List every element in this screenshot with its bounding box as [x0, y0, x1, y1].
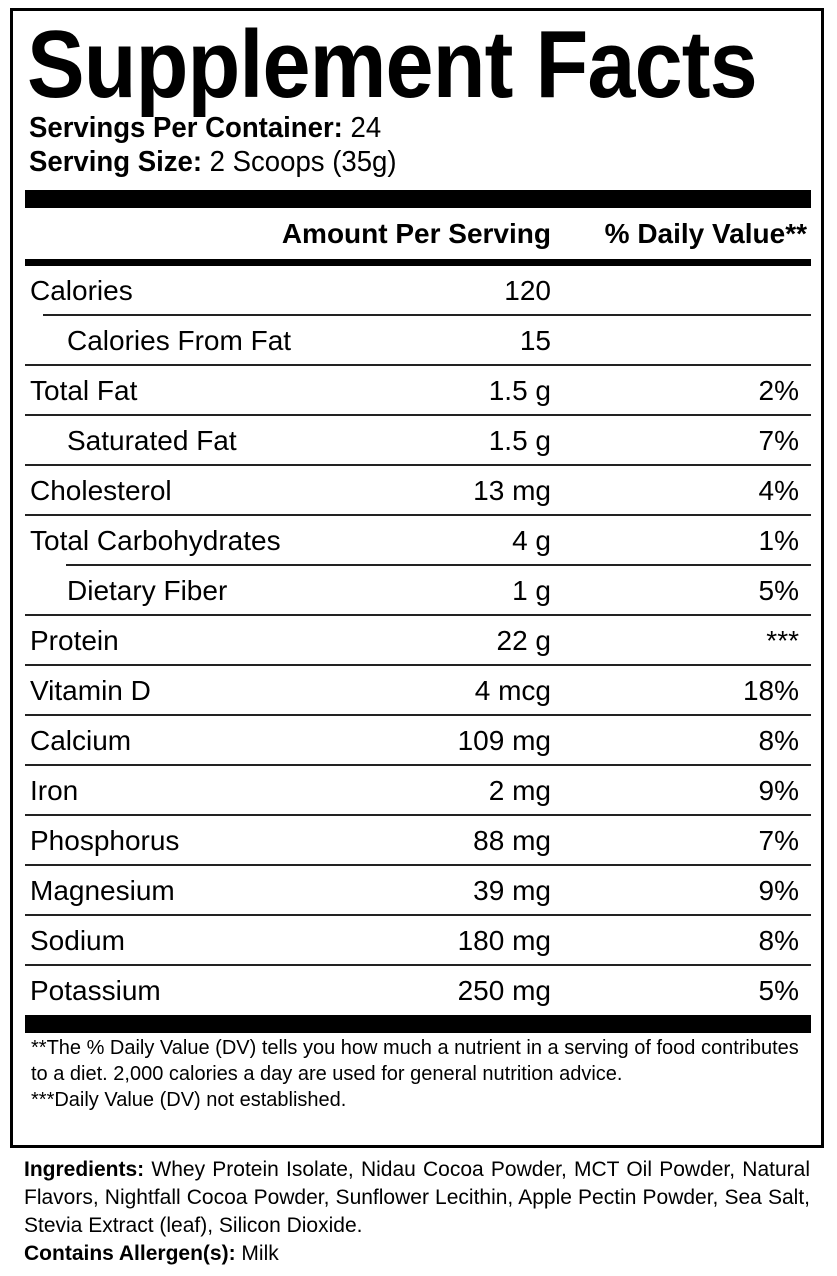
nutrient-daily-value: 7% [758, 825, 799, 856]
row-divider [25, 714, 811, 716]
nutrient-name: Phosphorus [30, 825, 180, 856]
nutrient-name: Total Carbohydrates [30, 525, 281, 556]
row-divider [25, 814, 811, 816]
row-divider [25, 614, 811, 616]
row-divider [25, 464, 811, 466]
nutrient-daily-value: 7% [758, 425, 799, 456]
nutrient-amount: 39 mg [473, 875, 551, 906]
footnotes: **The % Daily Value (DV) tells you how m… [31, 1035, 811, 1113]
thick-divider [25, 190, 811, 208]
nutrient-row: Calories 120 [25, 266, 811, 316]
row-divider [25, 964, 811, 966]
nutrient-name: Calories From Fat [67, 325, 292, 356]
nutrient-name: Vitamin D [30, 675, 151, 706]
servings-value: 24 [350, 112, 382, 144]
nutrient-row: Magnesium 39 mg 9% [25, 866, 811, 916]
nutrient-amount: 4 g [512, 525, 551, 556]
allergens-text: Milk [235, 1242, 279, 1265]
nutrient-name: Potassium [30, 975, 161, 1006]
nutrient-name: Magnesium [30, 875, 175, 906]
ingredients-text: Whey Protein Isolate, Nidau Cocoa Powder… [24, 1158, 810, 1237]
nutrient-name: Calories [30, 275, 133, 306]
serving-size: Serving Size: 2 Scoops (35g) [29, 145, 397, 179]
servings-label: Servings Per Container: [29, 112, 343, 144]
nutrient-amount: 13 mg [473, 475, 551, 506]
nutrient-daily-value: 2% [758, 375, 799, 406]
nutrient-daily-value: 1% [758, 525, 799, 556]
allergens-label: Contains Allergen(s): [24, 1242, 236, 1265]
nutrient-table: Calories 120 Calories From Fat 15 Total Fat 1… [25, 266, 811, 1016]
nutrient-daily-value: 9% [758, 875, 799, 906]
nutrient-amount: 2 mg [488, 775, 551, 806]
dv-header: % Daily Value** [604, 218, 807, 249]
nutrient-amount: 180 mg [457, 925, 551, 956]
medium-divider [25, 259, 811, 266]
row-divider [25, 864, 811, 866]
nutrient-daily-value: 9% [758, 775, 799, 806]
amount-header: Amount Per Serving [281, 218, 551, 249]
nutrient-name: Protein [30, 625, 119, 656]
nutrient-daily-value: 4% [758, 475, 799, 506]
row-divider [66, 564, 811, 566]
nutrient-amount: 109 mg [457, 725, 551, 756]
nutrient-daily-value: 5% [758, 575, 799, 606]
nutrient-amount: 250 mg [457, 975, 551, 1006]
nutrient-name: Iron [30, 775, 79, 806]
nutrient-row: Potassium 250 mg 5% [25, 966, 811, 1016]
serving-size-value: 2 Scoops (35g) [209, 146, 397, 178]
panel-title: Supplement Facts [27, 11, 758, 118]
nutrient-amount: 120 [504, 275, 551, 306]
nutrient-row: Calories From Fat 15 [25, 316, 811, 366]
row-divider [25, 514, 811, 516]
serving-size-label: Serving Size: [29, 146, 203, 178]
nutrient-amount: 88 mg [473, 825, 551, 856]
nutrient-name: Dietary Fiber [67, 575, 228, 606]
row-divider [25, 364, 811, 366]
nutrient-name: Saturated Fat [67, 425, 237, 456]
nutrient-daily-value: 8% [758, 725, 799, 756]
nutrient-amount: 1.5 g [488, 425, 551, 456]
supplement-facts-panel: Supplement Facts Servings Per Container:… [10, 8, 824, 1148]
nutrient-name: Total Fat [30, 375, 138, 406]
nutrient-row: Cholesterol 13 mg 4% [25, 466, 811, 516]
nutrient-name: Calcium [30, 725, 132, 756]
row-divider [25, 664, 811, 666]
nutrient-amount: 1.5 g [488, 375, 551, 406]
nutrient-row: Iron 2 mg 9% [25, 766, 811, 816]
nutrient-row: Vitamin D 4 mcg 18% [25, 666, 811, 716]
row-divider [25, 914, 811, 916]
nutrient-row: Sodium 180 mg 8% [25, 916, 811, 966]
table-header: Amount Per Serving % Daily Value** [25, 210, 811, 259]
nutrient-name: Cholesterol [30, 475, 172, 506]
row-divider [25, 414, 811, 416]
nutrient-amount: 1 g [512, 575, 551, 606]
nutrient-amount: 15 [519, 325, 551, 356]
thick-divider-bottom [25, 1015, 811, 1033]
nutrient-daily-value: *** [766, 625, 799, 656]
row-divider [43, 314, 811, 316]
nutrient-daily-value: 5% [758, 975, 799, 1006]
row-divider [25, 764, 811, 766]
nutrient-row: Dietary Fiber 1 g 5% [25, 566, 811, 616]
nutrient-daily-value: 8% [758, 925, 799, 956]
nutrient-daily-value: 18% [742, 675, 799, 706]
footnote-daily-value: **The % Daily Value (DV) tells you how m… [31, 1037, 799, 1085]
nutrient-row: Total Carbohydrates 4 g 1% [25, 516, 811, 566]
nutrient-row: Calcium 109 mg 8% [25, 716, 811, 766]
nutrient-row: Total Fat 1.5 g 2% [25, 366, 811, 416]
nutrient-row: Phosphorus 88 mg 7% [25, 816, 811, 866]
ingredients: Ingredients: Whey Protein Isolate, Nidau… [24, 1156, 810, 1268]
ingredients-label: Ingredients: [24, 1158, 145, 1181]
nutrient-amount: 22 g [496, 625, 552, 656]
nutrient-amount: 4 mcg [474, 675, 551, 706]
nutrient-row: Protein 22 g *** [25, 616, 811, 666]
footnote-not-established: ***Daily Value (DV) not established. [31, 1089, 347, 1111]
servings-per-container: Servings Per Container: 24 [29, 111, 381, 145]
nutrient-row: Saturated Fat 1.5 g 7% [25, 416, 811, 466]
nutrient-name: Sodium [30, 925, 125, 956]
